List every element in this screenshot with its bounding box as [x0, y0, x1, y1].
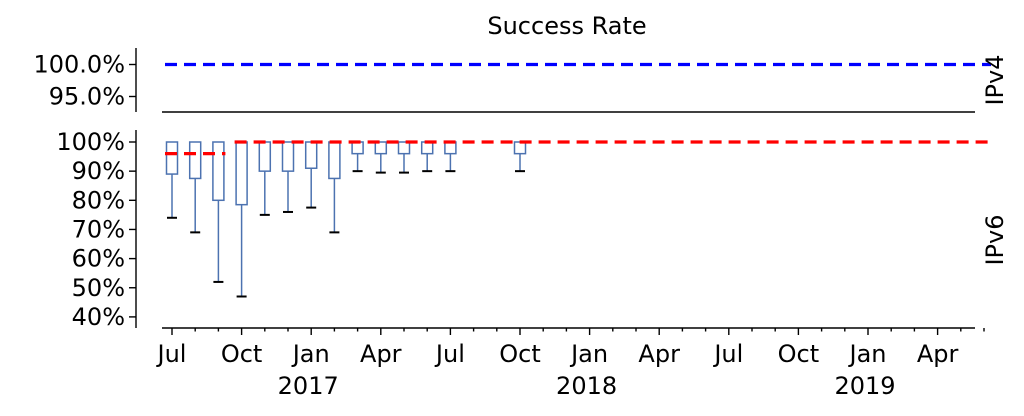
- ipv6-y-tick-label: 100%: [56, 128, 125, 156]
- ipv6-y-tick-label: 40%: [72, 303, 125, 331]
- chart-title: Success Rate: [487, 12, 646, 40]
- x-tick-label: Oct: [778, 340, 820, 368]
- ipv6-y-tick-label: 50%: [72, 274, 125, 302]
- ipv6-box: [165, 141, 179, 175]
- x-year-label: 2019: [834, 372, 895, 400]
- ipv6-box: [374, 141, 388, 155]
- ipv4-y-tick-label: 95.0%: [49, 83, 125, 111]
- x-tick-label: Apr: [917, 340, 959, 368]
- ipv6-box: [328, 141, 341, 180]
- ipv6-box: [188, 141, 202, 180]
- ipv4-panel-label: IPv4: [981, 54, 1009, 105]
- x-tick-label: Jan: [569, 340, 608, 368]
- x-tick-label: Jul: [434, 340, 465, 368]
- ipv6-box: [235, 141, 248, 206]
- x-tick-label: Apr: [360, 340, 402, 368]
- x-year-label: 2018: [556, 372, 617, 400]
- x-tick-label: Apr: [638, 340, 680, 368]
- x-tick-label: Jul: [712, 340, 743, 368]
- ipv6-box: [513, 141, 527, 155]
- x-tick-label: Oct: [499, 340, 541, 368]
- ipv6-y-tick-label: 70%: [72, 215, 125, 243]
- x-tick-label: Jan: [291, 340, 330, 368]
- ipv4-y-tick-label: 100.0%: [33, 51, 125, 79]
- ipv6-box: [397, 141, 411, 155]
- ipv6-panel-label: IPv6: [981, 214, 1009, 265]
- ipv6-box: [212, 141, 225, 202]
- ipv6-y-tick-label: 60%: [72, 245, 125, 273]
- ipv6-y-tick-label: 80%: [72, 186, 125, 214]
- ipv6-box: [351, 141, 364, 155]
- x-tick-label: Jan: [848, 340, 887, 368]
- x-tick-label: Oct: [221, 340, 263, 368]
- ipv6-box: [304, 141, 318, 169]
- x-tick-label: Jul: [156, 340, 187, 368]
- ipv6-box: [281, 141, 295, 172]
- ipv6-box: [258, 141, 272, 172]
- x-year-label: 2017: [278, 372, 339, 400]
- ipv6-box: [420, 141, 434, 155]
- ipv6-y-tick-label: 90%: [72, 157, 125, 185]
- ipv6-box: [444, 141, 457, 155]
